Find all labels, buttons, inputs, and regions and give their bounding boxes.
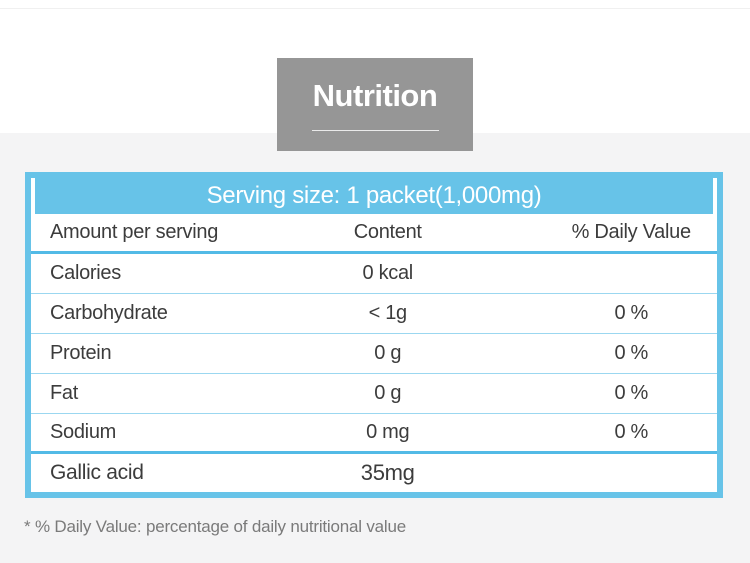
table-header-row: Amount per serving Content % Daily Value	[31, 214, 717, 254]
nutrient-daily-value: 0 %	[614, 421, 649, 443]
nutrient-content: 0 kcal	[362, 262, 413, 284]
nutrient-daily-value: 0 %	[614, 382, 649, 404]
nutrient-content: 0 mg	[366, 421, 410, 443]
top-divider	[0, 8, 750, 9]
nutrient-name: Fat	[50, 382, 78, 404]
nutrition-title-box: Nutrition	[277, 58, 473, 151]
table-row-protein: Protein 0 g 0 %	[31, 334, 717, 374]
table-row-fat: Fat 0 g 0 %	[31, 374, 717, 414]
nutrient-name: Protein	[50, 342, 112, 364]
nutrient-content: 35mg	[360, 460, 415, 485]
column-header-content: Content	[353, 221, 422, 243]
content-section: Serving size: 1 packet(1,000mg) Amount p…	[0, 133, 750, 563]
nutrient-daily-value: 0 %	[614, 302, 649, 324]
table-row-gallic-acid: Gallic acid 35mg	[31, 454, 717, 492]
column-header-daily-value: % Daily Value	[571, 221, 691, 243]
section-title: Nutrition	[312, 78, 438, 113]
nutrient-content: < 1g	[368, 302, 408, 324]
table-row-carbohydrate: Carbohydrate < 1g 0 %	[31, 294, 717, 334]
daily-value-footnote: * % Daily Value: percentage of daily nut…	[24, 517, 407, 536]
nutrient-name: Gallic acid	[50, 461, 144, 484]
nutrient-name: Calories	[50, 262, 121, 284]
nutrition-table: Serving size: 1 packet(1,000mg) Amount p…	[25, 172, 723, 498]
serving-size-header: Serving size: 1 packet(1,000mg)	[35, 178, 713, 214]
nutrient-daily-value: 0 %	[614, 342, 649, 364]
column-header-amount-per-serving: Amount per serving	[50, 221, 219, 243]
nutrient-content: 0 g	[374, 382, 402, 404]
nutrient-name: Sodium	[50, 421, 117, 443]
table-row-sodium: Sodium 0 mg 0 %	[31, 414, 717, 454]
title-underline	[311, 130, 439, 131]
nutrient-content: 0 g	[374, 342, 402, 364]
nutrient-name: Carbohydrate	[50, 302, 168, 324]
table-row-calories: Calories 0 kcal	[31, 254, 717, 294]
